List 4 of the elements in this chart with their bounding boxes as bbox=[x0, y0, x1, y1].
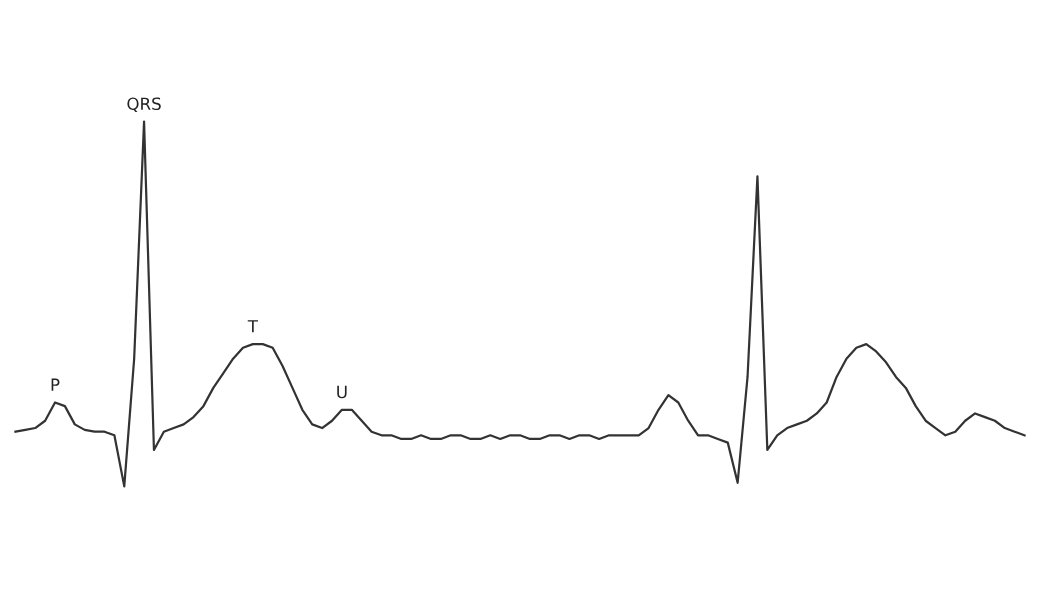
annotation: P bbox=[51, 378, 60, 391]
text: QRS bbox=[127, 97, 161, 112]
annotation: T bbox=[247, 320, 259, 333]
annotation: U bbox=[337, 385, 347, 399]
